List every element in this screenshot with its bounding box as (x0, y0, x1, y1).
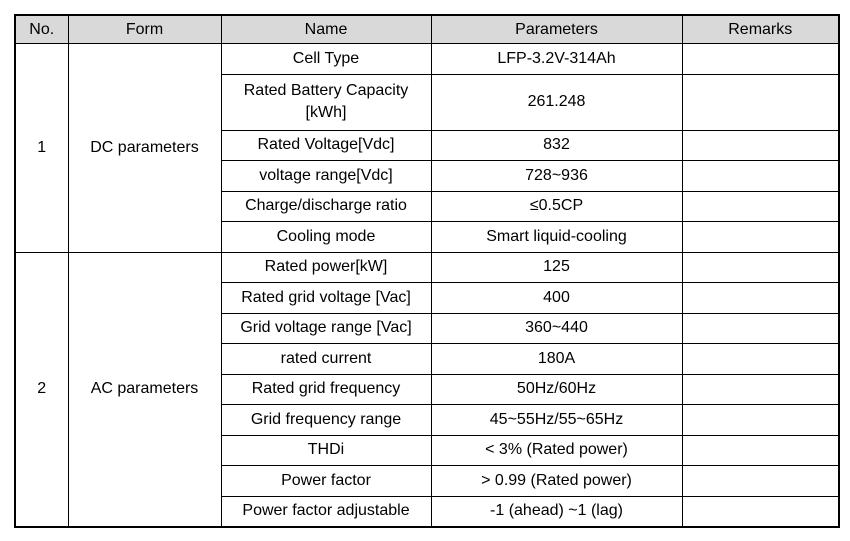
header-cell: No. (14, 14, 69, 44)
table-row: Power factor > 0.99 (Rated power) (15, 465, 840, 497)
parameter-cell: 832 (430, 129, 683, 161)
name-cell: Cell Type (220, 43, 432, 75)
remarks-cell (681, 73, 840, 131)
table-row: 2 AC parameters Rated power[kW] 125 (14, 251, 840, 528)
name-cell: Rated grid frequency (220, 373, 432, 405)
remarks-cell (681, 190, 840, 222)
remarks-cell (681, 373, 840, 405)
parameter-cell: 125 (430, 251, 683, 283)
parameter-cell: 50Hz/60Hz (430, 373, 683, 405)
form-cell: DC parameters (67, 43, 222, 253)
table-row: Power factor adjustable -1 (ahead) ~1 (la… (15, 495, 840, 528)
remarks-cell (681, 495, 840, 528)
name-cell: Power factor (220, 465, 432, 497)
remarks-cell (681, 312, 840, 344)
parameter-cell: < 3% (Rated power) (430, 434, 683, 466)
parameter-cell: 180A (430, 343, 683, 375)
table-body: 1 DC parameters Cell Type LFP-3.2V-314Ah Rat… (14, 43, 840, 528)
table-row: Rated Battery Capacity [kWh] 261.248 (15, 73, 840, 131)
parameter-cell: 45~55Hz/55~65Hz (430, 404, 683, 436)
remarks-cell (681, 343, 840, 375)
parameter-cell: 728~936 (430, 160, 683, 192)
name-cell: Grid frequency range (220, 404, 432, 436)
header-cell: Name (220, 14, 432, 44)
remarks-cell (681, 129, 840, 161)
remarks-cell (681, 404, 840, 436)
table-row: voltage range[Vdc] 728~936 (15, 160, 840, 192)
no-cell: 2 (14, 251, 69, 528)
header-cell: Form (67, 14, 222, 44)
name-cell: voltage range[Vdc] (220, 160, 432, 192)
name-cell: Cooling mode (220, 221, 432, 253)
table-row: Rated Voltage[Vdc] 832 (15, 129, 840, 161)
name-cell: Grid voltage range [Vac] (220, 312, 432, 344)
name-cell: Rated power[kW] (220, 251, 432, 283)
name-cell: Rated Voltage[Vdc] (220, 129, 432, 161)
remarks-cell (681, 160, 840, 192)
header-row: No. Form Name Parameters Remarks (14, 14, 840, 44)
parameter-cell: > 0.99 (Rated power) (430, 465, 683, 497)
header-cell: Parameters (430, 14, 683, 44)
table-row: rated current 180A (15, 343, 840, 375)
parameter-cell: 400 (430, 282, 683, 314)
remarks-cell (681, 282, 840, 314)
remarks-cell (681, 465, 840, 497)
parameter-cell: 261.248 (430, 73, 683, 131)
no-cell: 1 (14, 43, 69, 253)
header-cell: Remarks (681, 14, 840, 44)
parameter-cell: Smart liquid-cooling (430, 221, 683, 253)
table-row: Rated grid frequency 50Hz/60Hz (15, 373, 840, 405)
name-cell: THDi (220, 434, 432, 466)
remarks-cell (681, 221, 840, 253)
table-row: Charge/discharge ratio ≤0.5CP (15, 190, 840, 222)
table-row: 1 DC parameters Cell Type LFP-3.2V-314Ah (14, 43, 840, 253)
parameter-cell: 360~440 (430, 312, 683, 344)
parameter-cell: -1 (ahead) ~1 (lag) (430, 495, 683, 528)
table-row: Grid voltage range [Vac] 360~440 (15, 312, 840, 344)
name-cell: Charge/discharge ratio (220, 190, 432, 222)
name-cell: Rated Battery Capacity [kWh] (220, 73, 432, 131)
form-cell: AC parameters (67, 251, 222, 528)
table-row: Cooling mode Smart liquid-cooling (15, 221, 840, 253)
name-cell: rated current (220, 343, 432, 375)
remarks-cell (681, 434, 840, 466)
spec-table: No. Form Name Parameters Remarks 1 DC paramet… (14, 14, 840, 528)
remarks-cell (681, 251, 840, 283)
name-cell: Rated grid voltage [Vac] (220, 282, 432, 314)
parameter-cell: LFP-3.2V-314Ah (430, 43, 683, 75)
parameter-cell: ≤0.5CP (430, 190, 683, 222)
remarks-cell (681, 43, 840, 75)
name-cell: Power factor adjustable (220, 495, 432, 528)
